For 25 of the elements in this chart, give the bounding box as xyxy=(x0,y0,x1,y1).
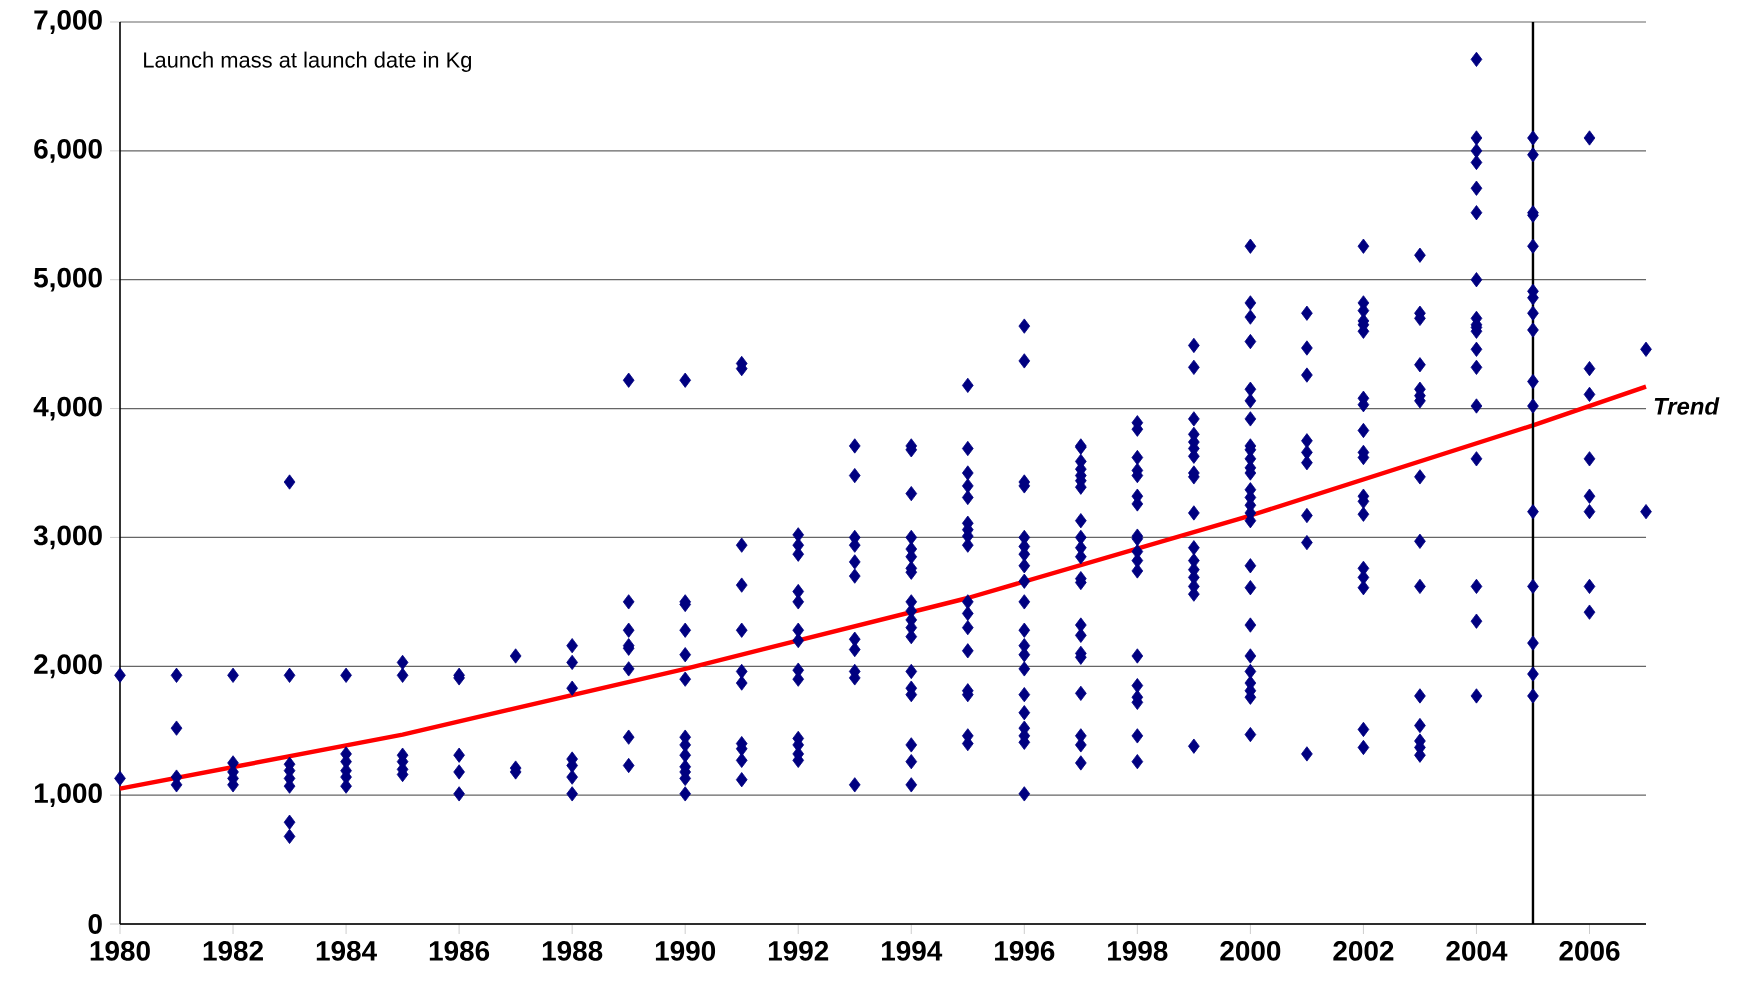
x-tick-label: 1996 xyxy=(995,941,1055,961)
y-tick-label: 4,000 xyxy=(33,396,102,421)
x-tick-label: 1984 xyxy=(316,941,377,961)
x-tick-label: 2002 xyxy=(1333,941,1394,961)
x-tick-label: 1994 xyxy=(881,941,943,961)
line-series xyxy=(117,384,1649,791)
y-tick-label: 3,000 xyxy=(33,525,102,550)
x-tick-label: 1980 xyxy=(90,941,150,961)
y-tick-label: 2,000 xyxy=(34,654,102,679)
y-tick-label: 1,000 xyxy=(34,783,102,808)
y-tick-label: 0 xyxy=(88,914,102,934)
x-tick-label: 1988 xyxy=(542,941,603,961)
x-tick-label: 2006 xyxy=(1559,941,1620,961)
x-tick-label: 1992 xyxy=(768,941,829,961)
y-tick-label: 5,000 xyxy=(34,267,102,292)
x-tick-label: 1982 xyxy=(203,941,263,961)
y-tick-label: 7,000 xyxy=(34,10,102,34)
x-tick-label: 1986 xyxy=(429,941,490,961)
series-label: Trend xyxy=(1654,397,1720,415)
annotation: Launch mass at launch date in Kg xyxy=(144,51,472,72)
y-tick-label: 6,000 xyxy=(34,138,102,163)
x-tick-label: 1998 xyxy=(1108,941,1168,961)
x-tick-label: 2004 xyxy=(1446,941,1508,961)
x-tick-label: 1990 xyxy=(655,941,716,961)
x-tick-label: 2000 xyxy=(1220,941,1281,961)
